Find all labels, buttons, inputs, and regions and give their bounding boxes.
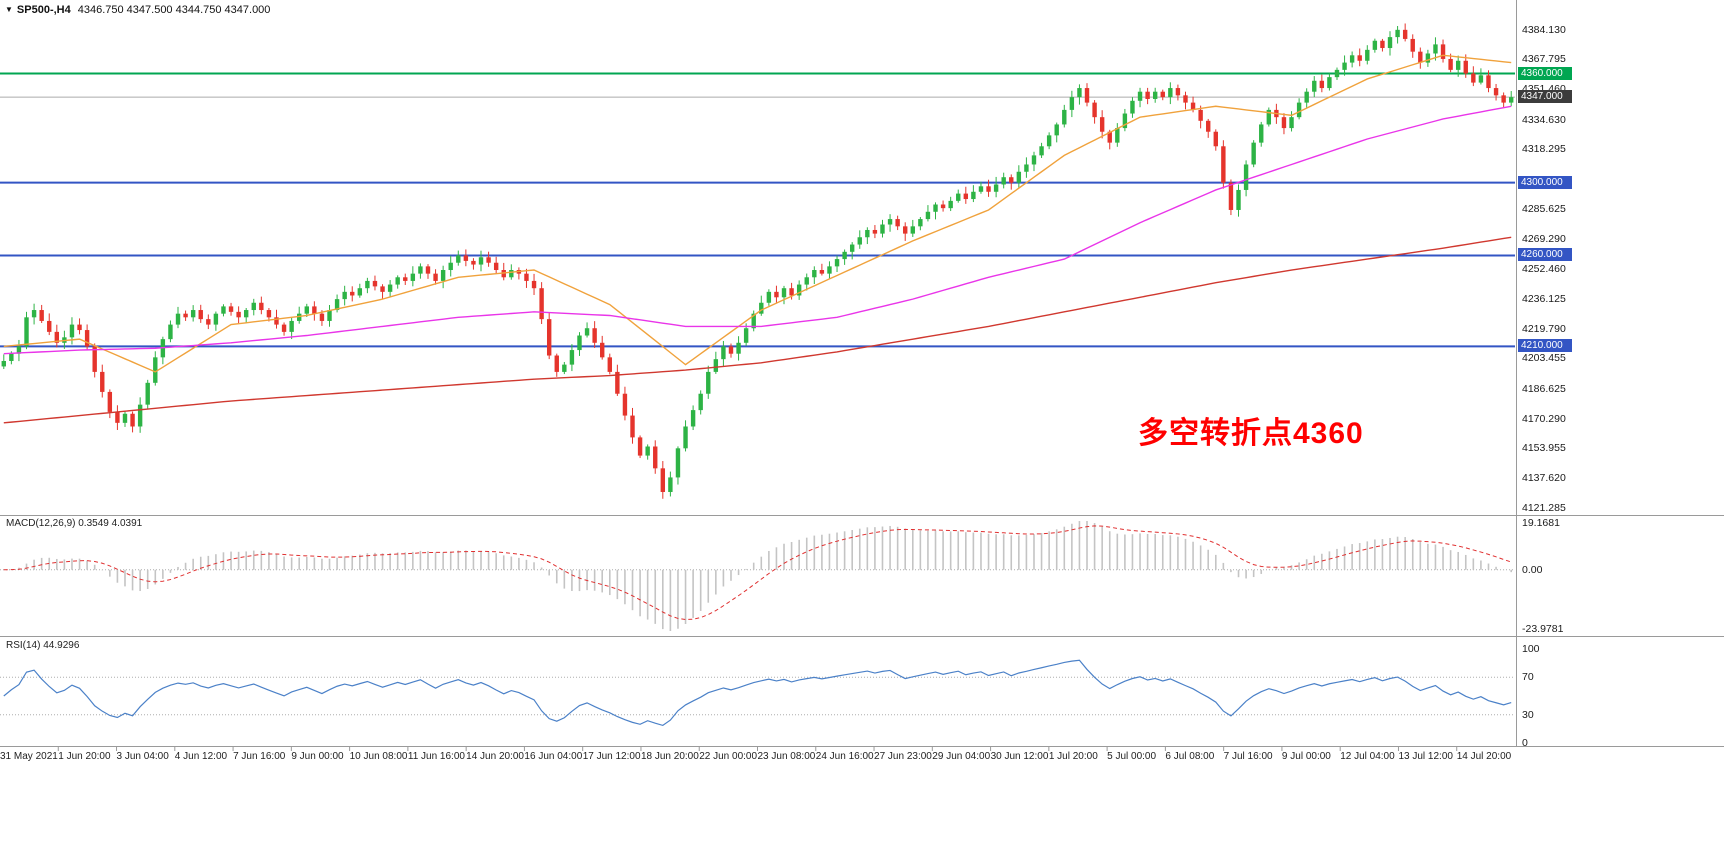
panel-separators [0,0,1724,751]
symbol-header: ▼ SP500-,H4 4346.750 4347.500 4344.750 434… [5,4,270,16]
macd-indicator-label: MACD(12,26,9) 0.3549 4.0391 [6,518,143,529]
moving-averages [3,54,1512,424]
symbol-timeframe-label: SP500-,H4 [16,4,71,16]
annotation-text[interactable]: 多空转折点4360 [1138,417,1364,450]
candlesticks [1,23,1514,499]
rsi-indicator-label: RSI(14) 44.9296 [6,640,80,651]
ohlc-values: 4346.750 4347.500 4344.750 4347.000 [77,4,271,16]
collapse-indicator-icon[interactable]: ▼ [5,5,13,14]
rsi-plot [0,659,1515,727]
horizontal-level-lines[interactable] [0,72,1515,348]
macd-plot [0,521,1515,631]
